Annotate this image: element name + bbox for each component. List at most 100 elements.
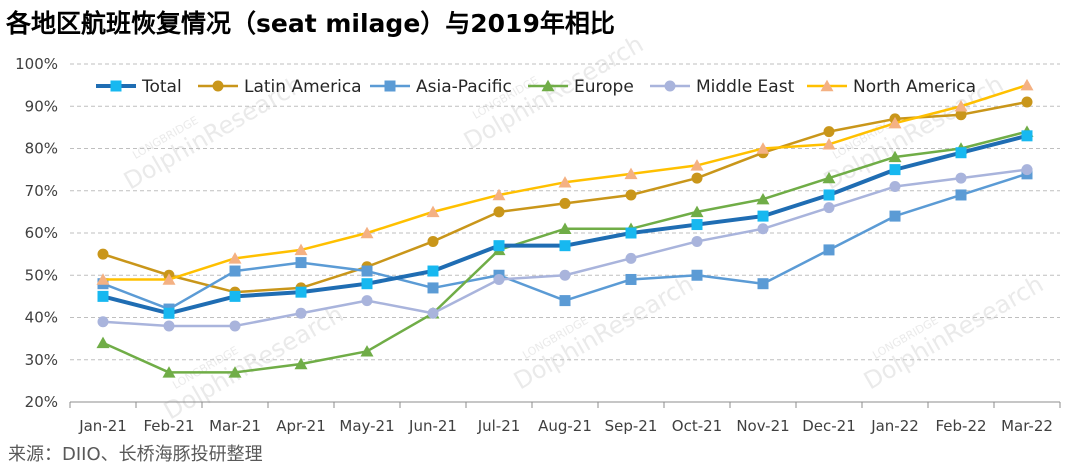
data-point: [361, 265, 373, 277]
data-point: [427, 235, 439, 247]
data-point: [360, 226, 374, 239]
data-point: [690, 205, 704, 218]
data-point: [691, 235, 703, 247]
data-point: [823, 244, 835, 256]
data-point: [955, 147, 967, 159]
data-point: [888, 116, 902, 129]
x-tick-label: May-21: [339, 417, 394, 435]
data-point: [97, 316, 109, 328]
series-layer: [96, 78, 1034, 378]
data-point: [955, 189, 967, 201]
data-point: [954, 100, 968, 112]
legend-swatch-marker: [541, 79, 555, 92]
data-point: [559, 197, 571, 209]
data-point: [889, 210, 901, 222]
data-point: [295, 307, 307, 319]
data-point: [426, 205, 440, 218]
data-point: [361, 295, 373, 307]
legend-label: Latin America: [244, 77, 362, 97]
x-tick-label: Apr-21: [276, 417, 326, 435]
data-point: [1020, 78, 1034, 91]
data-point: [493, 273, 505, 285]
legend-label: Middle East: [696, 77, 795, 97]
legend-entry: North America: [807, 77, 976, 97]
data-point: [1021, 130, 1033, 142]
x-tick-label: Mar-22: [1001, 417, 1053, 435]
data-point: [229, 290, 241, 302]
data-point: [889, 181, 901, 193]
data-point: [888, 150, 902, 163]
legend-swatch-marker: [212, 80, 224, 92]
series-north-america: [96, 78, 1034, 285]
data-point: [955, 172, 967, 184]
data-point: [691, 269, 703, 281]
data-point: [823, 126, 835, 138]
legend-label: Europe: [574, 77, 634, 97]
data-point: [625, 252, 637, 264]
x-tick-label: Feb-21: [143, 417, 194, 435]
data-point: [625, 189, 637, 201]
y-tick-label: 40%: [25, 309, 58, 327]
data-point: [493, 240, 505, 252]
legend-label: Total: [141, 77, 182, 97]
data-point: [822, 138, 836, 150]
x-tick-label: Jun-21: [408, 417, 457, 435]
data-point: [163, 320, 175, 332]
legend-swatch-marker: [820, 79, 834, 92]
y-tick-label: 100%: [15, 55, 58, 73]
x-tick-label: Oct-21: [672, 417, 722, 435]
data-point: [757, 223, 769, 235]
legend-entry: Latin America: [198, 77, 362, 97]
x-tick-label: Jul-21: [477, 417, 521, 435]
x-tick-label: Aug-21: [538, 417, 592, 435]
data-point: [757, 278, 769, 290]
data-point: [823, 189, 835, 201]
data-point: [97, 248, 109, 260]
data-point: [756, 142, 770, 154]
legend-entry: Europe: [528, 77, 634, 97]
y-tick-label: 90%: [25, 97, 58, 115]
y-tick-label: 20%: [25, 393, 58, 411]
watermark-text: DolphinResearch: [859, 270, 1048, 395]
data-point: [822, 171, 836, 184]
y-tick-label: 80%: [25, 140, 58, 158]
data-point: [229, 320, 241, 332]
data-point: [294, 357, 308, 370]
y-tick-label: 70%: [25, 182, 58, 200]
data-point: [294, 243, 308, 256]
x-tick-label: Mar-21: [209, 417, 261, 435]
data-point: [97, 290, 109, 302]
data-point: [163, 307, 175, 319]
data-point: [492, 188, 506, 201]
y-tick-label: 30%: [25, 351, 58, 369]
legend-entry: Asia-Pacific: [370, 77, 512, 97]
data-point: [559, 269, 571, 281]
data-point: [558, 176, 572, 188]
data-point: [162, 366, 176, 378]
legend-entry: Middle East: [650, 77, 795, 97]
data-point: [427, 265, 439, 277]
data-point: [427, 282, 439, 294]
data-point: [295, 286, 307, 298]
data-point: [756, 192, 770, 205]
legend-swatch-marker: [110, 80, 122, 92]
legend-label: Asia-Pacific: [416, 77, 512, 97]
x-tick-label: Feb-22: [935, 417, 986, 435]
data-point: [228, 366, 242, 378]
data-point: [493, 206, 505, 218]
data-point: [96, 336, 110, 349]
x-tick-label: Sep-21: [605, 417, 658, 435]
legend-swatch-marker: [664, 80, 676, 92]
x-tick-label: Jan-22: [870, 417, 919, 435]
data-point: [690, 159, 704, 171]
data-point: [162, 273, 176, 285]
data-point: [624, 167, 638, 180]
data-point: [757, 210, 769, 222]
data-point: [361, 278, 373, 290]
source-note: 来源：DIIO、长桥海豚投研整理: [8, 444, 263, 465]
data-point: [823, 202, 835, 214]
legend-label: North America: [853, 77, 976, 97]
data-point: [96, 273, 110, 285]
data-point: [360, 345, 374, 357]
data-point: [559, 240, 571, 252]
